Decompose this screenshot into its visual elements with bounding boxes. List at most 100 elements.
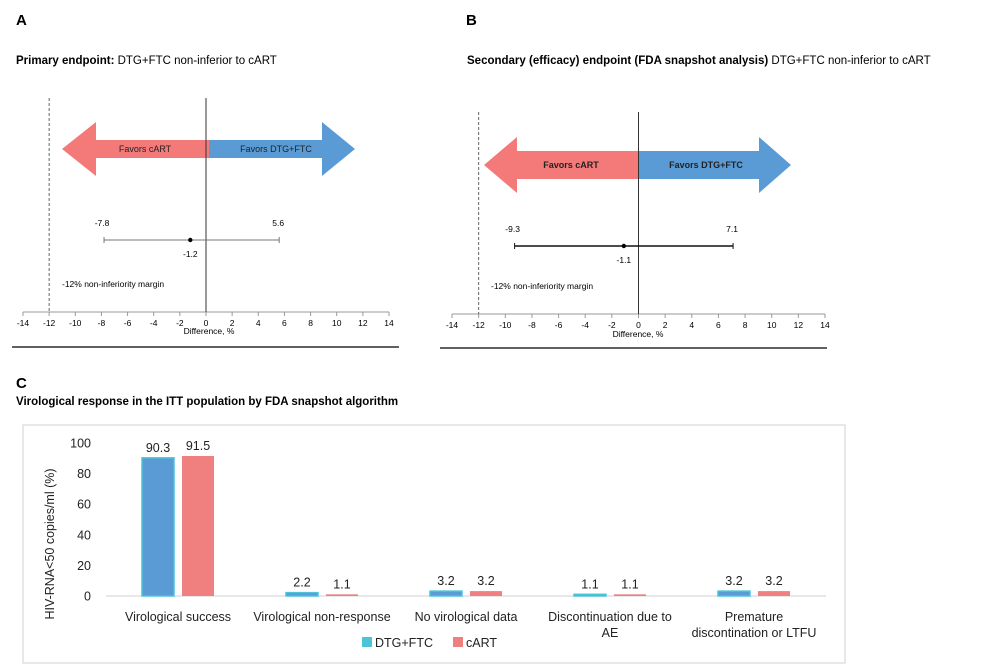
panel-a-x-tick-label: -4 <box>150 318 158 328</box>
panel-c-title: Virological response in the ITT populati… <box>16 396 398 408</box>
panel-b-favors-dtg-label: Favors DTG+FTC <box>669 160 743 170</box>
panel-a-x-tick-label: 14 <box>384 318 394 328</box>
panel-a-x-tick-label: -6 <box>124 318 132 328</box>
panel-a-x-tick-label: 2 <box>230 318 235 328</box>
panel-a-forest-plot: Favors cART Favors DTG+FTC -12% non-infe… <box>12 98 399 348</box>
panel-c-bar-value-label: 3.2 <box>725 574 742 588</box>
panel-b-x-tick-label: -14 <box>446 320 459 330</box>
panel-b-x-tick-label: 10 <box>767 320 777 330</box>
panel-a-favors-cart-arrow <box>62 122 209 176</box>
panel-b-x-tick-label: -12 <box>472 320 485 330</box>
panel-b-ci-low-label: -9.3 <box>505 224 520 234</box>
panel-c-bar-dtg-ftc <box>141 457 175 597</box>
panel-c-bar-value-label: 1.1 <box>621 577 638 591</box>
panel-c-bar-cart <box>614 594 646 596</box>
legend-swatch-cart <box>453 637 463 647</box>
panel-a-x-tick-label: -8 <box>98 318 106 328</box>
panel-c-y-tick-label: 0 <box>84 590 91 604</box>
panel-c-category-label: AE <box>602 626 619 640</box>
panel-c-bar-chart: 0 20 40 60 80 100 90.3 91.5 Virological success 2… <box>70 437 826 640</box>
panel-b-estimate-point <box>621 243 627 249</box>
panel-b-x-tick-label: 14 <box>820 320 830 330</box>
panel-c-bar-cart <box>326 594 358 596</box>
panel-c-category-label: No virological data <box>415 610 518 624</box>
panel-a-estimate-label: -1.2 <box>183 249 198 259</box>
panel-a-favors-cart-label: Favors cART <box>119 144 172 154</box>
panel-c-bar-cart <box>182 456 214 596</box>
panel-a-favors-dtg-arrow <box>209 122 355 176</box>
panel-a-x-tick-label: -12 <box>43 318 56 328</box>
panel-c-y-tick-label: 40 <box>77 528 91 542</box>
panel-c-bar-dtg-ftc <box>285 591 319 597</box>
panel-b-x-tick-label: 12 <box>794 320 804 330</box>
panel-c-bar-value-label: 3.2 <box>477 574 494 588</box>
panel-c-letter: C <box>16 375 27 392</box>
panel-c-category-label: Discontinuation due to <box>548 610 672 624</box>
panel-c-bar-cart <box>470 591 502 596</box>
panel-a-x-tick-label: 0 <box>204 318 209 328</box>
panel-a-x-tick-label: -10 <box>69 318 82 328</box>
panel-c-bar-value-label: 1.1 <box>333 577 350 591</box>
panel-a-x-tick-label: -14 <box>17 318 30 328</box>
panel-a-x-tick-label: 8 <box>308 318 313 328</box>
legend-swatch-dtg-ftc <box>362 637 372 647</box>
panel-b-letter: B <box>466 12 477 29</box>
panel-c-bar-value-label: 3.2 <box>765 574 782 588</box>
panel-c-bar-dtg-ftc <box>429 590 463 597</box>
panel-b-x-tick-label: 0 <box>636 320 641 330</box>
panel-b-x-tick-label: -10 <box>499 320 512 330</box>
panel-b-x-tick-label: 4 <box>689 320 694 330</box>
panel-c-bar-value-label: 1.1 <box>581 577 598 591</box>
panel-c-bar-value-label: 91.5 <box>186 439 210 453</box>
panel-c-bar-dtg-ftc <box>717 590 751 597</box>
panel-c-category-label: Virological non-response <box>253 610 390 624</box>
panel-b-ci-high-label: 7.1 <box>726 224 738 234</box>
panel-b-title-bold: Secondary (efficacy) endpoint (FDA snaps… <box>467 55 768 67</box>
panel-b-x-tick-label: 2 <box>663 320 668 330</box>
panel-c-category-label: Virological success <box>125 610 231 624</box>
panel-b-x-tick-label: 6 <box>716 320 721 330</box>
panel-b-margin-label: -12% non-inferiority margin <box>491 281 593 291</box>
panel-a-xlabel: Difference, % <box>184 326 235 336</box>
panel-b-favors-dtg-arrow <box>638 137 791 193</box>
panel-b-x-tick-label: 8 <box>743 320 748 330</box>
panel-c-y-tick-label: 20 <box>77 559 91 573</box>
panel-b-favors-cart-label: Favors cART <box>543 160 599 170</box>
panel-b-x-tick-label: -2 <box>608 320 616 330</box>
panel-a-title-bold: Primary endpoint: <box>16 55 114 67</box>
panel-c-legend: DTG+FTC cART <box>362 636 497 650</box>
panel-c-y-tick-label: 60 <box>77 498 91 512</box>
panel-a-ci-high-label: 5.6 <box>272 218 284 228</box>
panel-a-x-tick-label: 12 <box>358 318 368 328</box>
panel-a-title: Primary endpoint: DTG+FTC non-inferior t… <box>16 55 277 67</box>
panel-b-forest-plot: Favors cART Favors DTG+FTC -12% non-infe… <box>440 112 830 349</box>
panel-c-bar-value-label: 3.2 <box>437 574 454 588</box>
panel-b-estimate-label: -1.1 <box>617 255 632 265</box>
legend-label-dtg-ftc: DTG+FTC <box>375 636 433 650</box>
panel-a-title-rest: DTG+FTC non-inferior to cART <box>114 55 276 67</box>
panel-a-favors-dtg-label: Favors DTG+FTC <box>240 144 312 154</box>
panel-a-x-tick-label: 10 <box>332 318 342 328</box>
panel-b-xlabel: Difference, % <box>613 329 664 339</box>
panel-c-bar-dtg-ftc <box>573 593 607 597</box>
panel-c-ylabel: HIV-RNA<50 copies/ml (%) <box>43 468 57 619</box>
panel-b-title-rest: DTG+FTC non-inferior to cART <box>768 55 930 67</box>
panel-b-x-tick-label: -6 <box>555 320 563 330</box>
panel-c-bar-value-label: 2.2 <box>293 576 310 590</box>
panel-b-title: Secondary (efficacy) endpoint (FDA snaps… <box>467 55 931 67</box>
panel-a-x-tick-label: 6 <box>282 318 287 328</box>
panel-b-x-tick-label: -8 <box>528 320 536 330</box>
panel-a-ci-low-label: -7.8 <box>95 218 110 228</box>
panel-a-letter: A <box>16 12 27 29</box>
panel-c-category-label: Premature <box>725 610 783 624</box>
panel-c-category-label: discontination or LTFU <box>692 626 817 640</box>
panel-c-frame <box>22 424 846 664</box>
panel-b-x-tick-label: -4 <box>581 320 589 330</box>
panel-c-bar-cart <box>758 591 790 596</box>
panel-a-margin-label: -12% non-inferiority margin <box>62 279 164 289</box>
panel-c-bar-value-label: 90.3 <box>146 441 170 455</box>
panel-b-favors-cart-arrow <box>484 137 638 193</box>
panel-a-estimate-point <box>188 237 193 243</box>
panel-a-x-tick-label: 4 <box>256 318 261 328</box>
